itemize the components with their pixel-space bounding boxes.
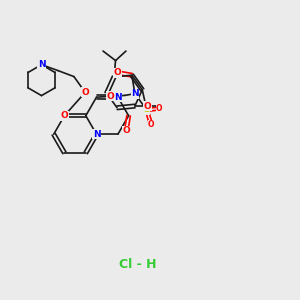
Text: N: N: [114, 93, 122, 102]
Text: O: O: [156, 104, 163, 113]
Text: Cl - H: Cl - H: [119, 258, 157, 271]
Text: N: N: [38, 60, 45, 69]
Text: O: O: [61, 111, 68, 120]
Text: O: O: [143, 101, 151, 110]
Text: O: O: [148, 120, 154, 129]
Text: O: O: [107, 92, 115, 101]
Text: O: O: [122, 126, 130, 135]
Text: S: S: [143, 106, 150, 115]
Text: N: N: [131, 89, 139, 98]
Text: O: O: [81, 88, 89, 97]
Text: N: N: [93, 130, 100, 139]
Text: O: O: [114, 68, 122, 77]
